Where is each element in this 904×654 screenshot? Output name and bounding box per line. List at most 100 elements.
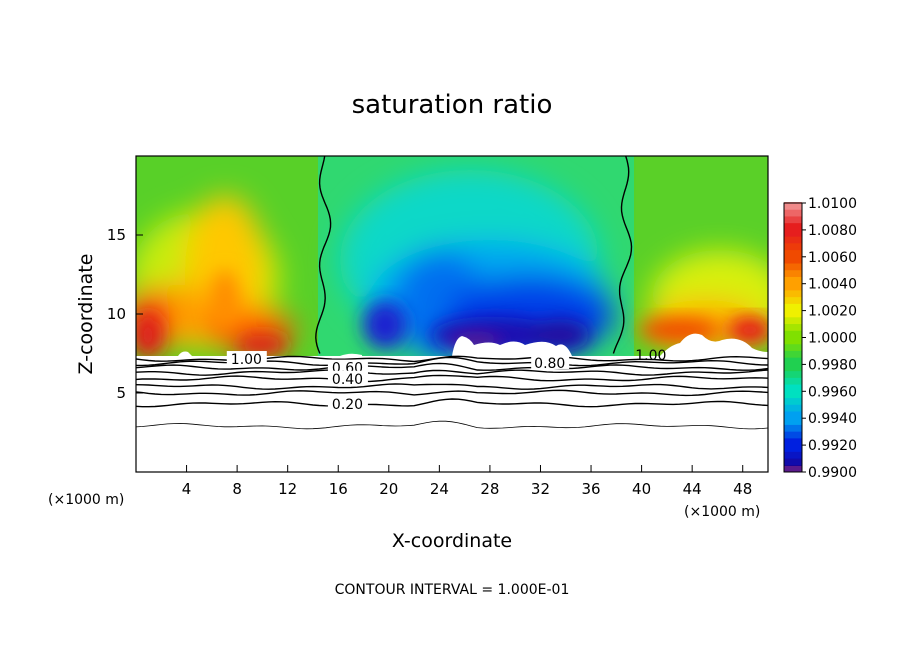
colorbar-label: 0.9980 xyxy=(808,357,857,373)
y-tick-label: 5 xyxy=(116,384,126,402)
cloud-base-gaps xyxy=(178,333,768,356)
colorbar: 1.0100 1.0080 1.0060 1.0040 1.0020 1.0000 0.99… xyxy=(783,196,857,481)
contour-interval-note: CONTOUR INTERVAL = 1.000E-01 xyxy=(335,582,570,598)
colorbar-band xyxy=(784,404,802,412)
x-tick-label: 40 xyxy=(632,480,651,498)
boundary-contour xyxy=(315,156,332,354)
colorbar-band xyxy=(784,290,802,298)
field-left-hot xyxy=(136,270,288,356)
contour-label-bg xyxy=(226,351,267,366)
contour-line xyxy=(136,420,768,430)
contour-label: 1.00 xyxy=(231,352,262,368)
colorbar-label: 1.0000 xyxy=(808,331,857,347)
colorbar-band xyxy=(784,276,802,285)
plot-area: 1.000.600.400.200.80 1.00 xyxy=(136,156,768,472)
contour-line xyxy=(136,374,768,383)
contour-label-bg xyxy=(327,359,368,374)
x-unit-right: (×1000 m) xyxy=(684,504,760,520)
contour-label-bg xyxy=(327,396,368,411)
colorbar-band xyxy=(784,256,802,265)
colorbar-band xyxy=(784,324,802,332)
colorbar-band xyxy=(784,458,802,466)
colorbar-band xyxy=(784,364,802,372)
x-axis: 4 8 12 16 20 24 28 32 36 40 44 48 xyxy=(182,465,752,498)
colorbar-band xyxy=(784,243,802,251)
x-unit-left: (×1000 m) xyxy=(48,492,124,508)
contour-label: 0.20 xyxy=(332,397,363,413)
colorbar-label: 0.9900 xyxy=(808,465,857,481)
colorbar-band xyxy=(784,310,802,318)
colorbar-label: 0.9940 xyxy=(808,411,857,427)
contour-label-bg xyxy=(531,354,570,369)
colorbar-band xyxy=(784,216,802,224)
boundary-contour xyxy=(612,156,633,354)
contour-line xyxy=(136,362,768,371)
colorbar-band xyxy=(784,337,802,345)
y-tick-label: 10 xyxy=(107,305,126,323)
x-tick-label: 44 xyxy=(683,480,702,498)
colorbar-label: 0.9920 xyxy=(808,438,857,454)
chart-title: saturation ratio xyxy=(352,90,553,120)
colorbar-band xyxy=(784,411,802,419)
colorbar-band xyxy=(784,209,802,217)
colorbar-band xyxy=(784,223,802,231)
contour-label: 1.00 xyxy=(635,348,666,364)
colorbar-band xyxy=(784,451,802,460)
boundary-contours xyxy=(315,156,633,354)
colorbar-band xyxy=(784,377,802,386)
x-tick-label: 28 xyxy=(480,480,499,498)
colorbar-label: 1.0080 xyxy=(808,223,857,239)
colorbar-band xyxy=(784,344,802,352)
y-axis-label: Z-coordinate xyxy=(75,254,97,375)
colorbar-band xyxy=(784,418,802,426)
colorbar-band xyxy=(784,236,802,244)
colorbar-band xyxy=(784,431,802,439)
colorbar-band xyxy=(784,303,802,312)
colorbar-band xyxy=(784,424,802,433)
x-tick-label: 8 xyxy=(232,480,242,498)
x-tick-label: 48 xyxy=(733,480,752,498)
contour-line xyxy=(136,389,768,397)
contour-label: 0.80 xyxy=(534,356,565,372)
colorbar-band xyxy=(784,384,802,392)
colorbar-band xyxy=(784,270,802,278)
colorbar-band xyxy=(784,263,802,271)
colorbar-band xyxy=(784,283,802,291)
x-tick-label: 12 xyxy=(278,480,297,498)
x-tick-label: 4 xyxy=(182,480,192,498)
contour-label-bg xyxy=(327,370,368,385)
contour-labels: 1.000.600.400.200.80 1.00 xyxy=(226,348,666,413)
contour-line xyxy=(136,383,768,390)
x-tick-label: 32 xyxy=(531,480,550,498)
colorbar-label: 1.0100 xyxy=(808,196,857,212)
colorbar-band xyxy=(784,350,802,359)
contour-line xyxy=(136,369,768,376)
colorbar-band xyxy=(784,317,802,325)
x-tick-label: 36 xyxy=(581,480,600,498)
contour-label: 0.40 xyxy=(332,372,363,388)
y-axis: 5 10 15 xyxy=(107,226,143,402)
contour-line xyxy=(136,398,768,408)
y-tick-label: 15 xyxy=(107,226,126,244)
colorbar-cap xyxy=(784,466,802,472)
x-tick-label: 24 xyxy=(430,480,449,498)
colorbar-band xyxy=(784,438,802,446)
colorbar-label: 0.9960 xyxy=(808,384,857,400)
colorbar-band xyxy=(784,229,802,238)
colorbar-label: 1.0060 xyxy=(808,250,857,266)
colorbar-label: 1.0020 xyxy=(808,304,857,320)
colorbar-band xyxy=(784,330,802,338)
colorbar-band xyxy=(784,250,802,258)
x-tick-label: 20 xyxy=(379,480,398,498)
colorbar-label: 1.0040 xyxy=(808,277,857,293)
colorbar-band xyxy=(784,445,802,453)
x-tick-label: 16 xyxy=(329,480,348,498)
cloud-field xyxy=(136,156,768,356)
contour-lines xyxy=(136,355,768,430)
colorbar-band xyxy=(784,357,802,365)
colorbar-band xyxy=(784,297,802,305)
colorbar-band xyxy=(784,398,802,406)
x-axis-label: X-coordinate xyxy=(392,530,512,552)
colorbar-band xyxy=(784,203,802,211)
